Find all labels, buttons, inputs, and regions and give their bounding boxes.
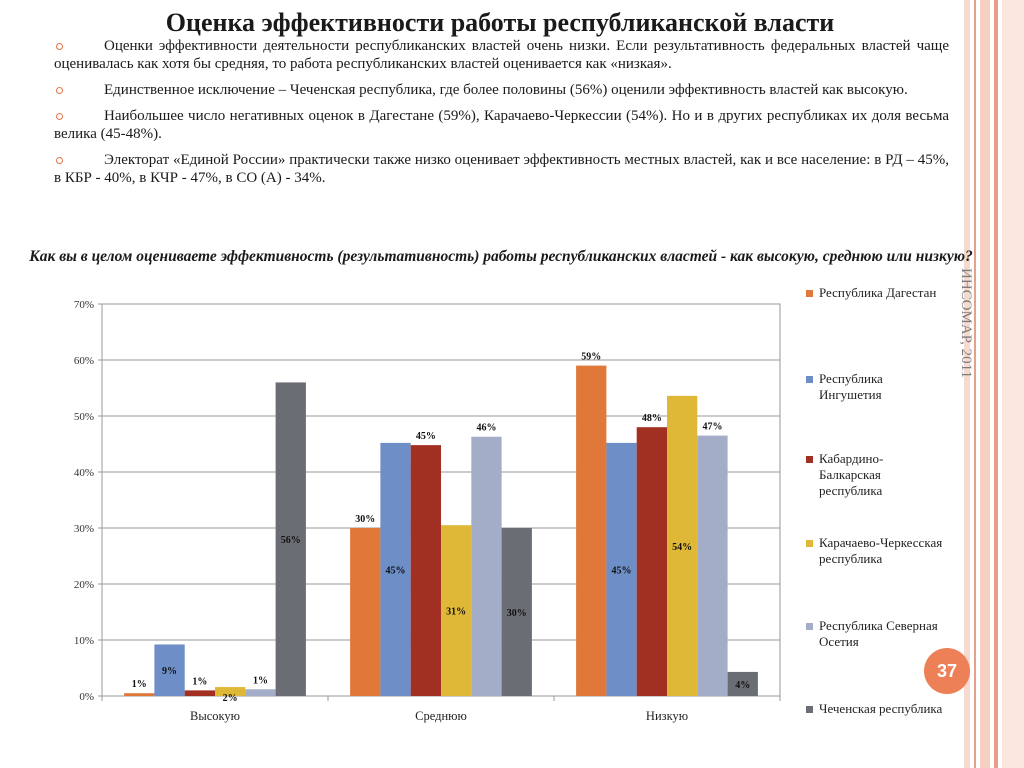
data-label: 59% <box>581 352 601 363</box>
bullet-item: Оценки эффективности деятельности респуб… <box>54 37 949 73</box>
bar <box>184 690 215 696</box>
legend-swatch <box>806 376 813 383</box>
data-label: 30% <box>507 608 527 619</box>
legend-label: Карачаево-Черкесская республика <box>819 535 943 566</box>
bullet-circle-icon <box>56 157 63 164</box>
bullet-list: Оценки эффективности деятельности респуб… <box>54 37 949 195</box>
legend-label: Республика Ингушетия <box>819 371 883 402</box>
y-tick-label: 0% <box>79 691 94 703</box>
legend-swatch <box>806 456 813 463</box>
bullet-item: Электорат «Единой России» практически та… <box>54 151 949 187</box>
bar <box>215 687 246 696</box>
y-tick-label: 30% <box>74 523 94 535</box>
page-title: Оценка эффективности работы республиканс… <box>165 8 835 37</box>
data-label: 1% <box>192 676 207 687</box>
data-label: 45% <box>416 431 436 442</box>
bar <box>154 644 185 696</box>
bullet-item: Единственное исключение – Чеченская респ… <box>54 81 949 99</box>
y-tick-label: 60% <box>74 355 94 367</box>
legend-label: Республика Северная Осетия <box>819 618 938 649</box>
bar <box>606 442 637 696</box>
legend-swatch <box>806 623 813 630</box>
bar <box>471 436 502 696</box>
legend-swatch <box>806 706 813 713</box>
bar <box>667 395 698 696</box>
bar <box>124 693 155 696</box>
bar <box>350 528 381 696</box>
data-label: 2% <box>223 693 238 704</box>
bullet-text: Оценки эффективности деятельности респуб… <box>54 38 949 72</box>
data-label: 46% <box>476 423 496 434</box>
data-label: 47% <box>702 422 722 433</box>
bullet-text: Единственное исключение – Чеченская респ… <box>104 82 908 98</box>
data-label: 54% <box>672 542 692 553</box>
data-label: 1% <box>253 675 268 686</box>
bar <box>576 365 607 696</box>
y-tick-label: 20% <box>74 579 94 591</box>
legend-label: Кабардино-Балкарская республика <box>819 451 884 498</box>
x-tick-label: Высокую <box>190 709 240 723</box>
y-tick-label: 40% <box>74 467 94 479</box>
bullet-item: Наибольшее число негативных оценок в Даг… <box>54 107 949 143</box>
legend-swatch <box>806 290 813 297</box>
data-label: 48% <box>642 413 662 424</box>
bar <box>275 382 306 696</box>
bullet-circle-icon <box>56 113 63 120</box>
bar <box>380 442 411 696</box>
bar <box>636 427 667 696</box>
data-label: 56% <box>281 535 301 546</box>
bar <box>245 689 276 696</box>
bar <box>727 671 758 696</box>
y-tick-label: 50% <box>74 411 94 423</box>
decorative-stripes <box>964 0 1024 768</box>
legend-swatch <box>806 540 813 547</box>
data-label: 31% <box>446 607 466 618</box>
bullet-text: Электорат «Единой России» практически та… <box>54 152 949 186</box>
data-label: 9% <box>162 666 177 677</box>
bar-chart: 0% 10% 20% 30% 40% 50% 60% 70% Высокую Среднюю Низ… <box>74 299 781 723</box>
bar <box>697 435 728 696</box>
legend-label: Республика Дагестан <box>819 285 937 300</box>
bar <box>501 528 532 696</box>
bar <box>441 525 472 696</box>
x-tick-label: Низкую <box>646 709 688 723</box>
y-tick-label: 70% <box>74 299 94 311</box>
page-number-badge: 37 <box>924 648 970 694</box>
bullet-circle-icon <box>56 43 63 50</box>
data-label: 1% <box>132 679 147 690</box>
x-tick-label: Среднюю <box>415 709 467 723</box>
bullet-circle-icon <box>56 87 63 94</box>
data-label: 4% <box>735 680 750 691</box>
source-label: ИНСОМАР, 2011 <box>958 268 974 379</box>
bar <box>410 445 441 696</box>
chart-title: Как вы в целом оцениваете эффективность … <box>29 248 973 265</box>
y-tick-label: 10% <box>74 635 94 647</box>
legend-label: Чеченская республика <box>819 701 943 716</box>
data-label: 45% <box>612 565 632 576</box>
data-label: 30% <box>355 514 375 525</box>
data-label: 45% <box>386 565 406 576</box>
bullet-text: Наибольшее число негативных оценок в Даг… <box>54 108 949 142</box>
